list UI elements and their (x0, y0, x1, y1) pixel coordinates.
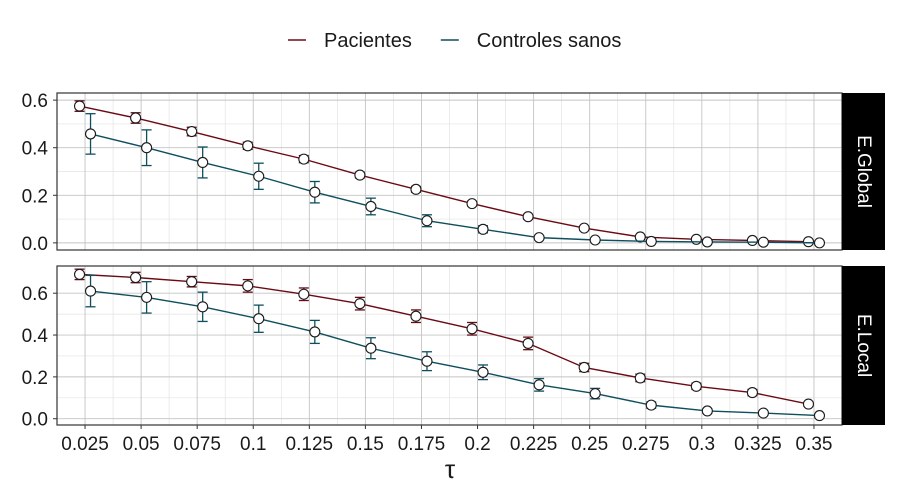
data-point (701, 405, 713, 417)
legend: Pacientes Controles sanos (288, 30, 621, 52)
facet-strip (842, 93, 885, 250)
y-tick-label: 0.0 (22, 410, 48, 431)
y-tick-label: 0.0 (22, 234, 48, 255)
series-line (79, 273, 809, 405)
data-point (242, 280, 254, 292)
x-tick-label: 0.325 (734, 434, 782, 455)
data-point (73, 100, 86, 112)
data-point (533, 232, 545, 244)
data-point (365, 200, 377, 213)
panel-2: 0.0 0.2 0.4 0.6 E.Local (22, 265, 885, 431)
data-point (522, 337, 534, 349)
panel-1: 0.0 0.2 0.4 0.6 E.Global (22, 91, 885, 255)
data-point (354, 298, 366, 310)
y-tick-label: 0.4 (22, 139, 49, 160)
x-tick-label: 0.05 (123, 434, 160, 455)
data-point (813, 410, 826, 422)
data-point (309, 326, 321, 338)
y-tick-label: 0.2 (22, 186, 48, 207)
data-point (197, 156, 209, 169)
data-point (354, 169, 366, 181)
data-point (253, 170, 265, 182)
series-controles-sanos (84, 274, 826, 422)
data-point (73, 268, 86, 280)
x-tick-label: 0.075 (173, 434, 221, 455)
data-point (466, 198, 478, 210)
x-tick-label: 0.2 (464, 434, 490, 455)
data-point (130, 271, 142, 284)
data-point (578, 361, 590, 374)
y-tick-label: 0.6 (22, 91, 48, 112)
x-tick-label: 0.225 (510, 434, 558, 455)
data-point (421, 355, 433, 367)
x-tick-label: 0.275 (622, 434, 670, 455)
data-point (84, 128, 97, 140)
x-axis: 0.025 0.05 0.075 0.1 0.125 0.15 0.175 0.2 0.225 0… (61, 425, 832, 455)
data-point (253, 313, 265, 325)
legend-label-2: Controles sanos (477, 30, 622, 52)
data-point (533, 379, 545, 391)
x-tick-label: 0.35 (795, 434, 832, 455)
series-controles-sanos (84, 113, 826, 249)
x-tick-label: 0.125 (286, 434, 334, 455)
data-point (589, 388, 601, 400)
series-pacientes (73, 100, 815, 248)
data-point (746, 234, 758, 247)
series-line (90, 133, 820, 244)
x-tick-label: 0.025 (61, 434, 109, 455)
series-line (90, 290, 820, 417)
y-tick-label: 0.6 (22, 284, 48, 305)
data-point (242, 140, 254, 152)
data-point (589, 234, 601, 246)
data-point (690, 233, 702, 245)
data-point (477, 223, 489, 235)
data-point (522, 211, 534, 223)
x-tick-label: 0.25 (571, 434, 608, 455)
x-tick-label: 0.1 (240, 434, 266, 455)
data-point (410, 310, 422, 322)
data-point (365, 342, 377, 354)
x-tick-label: 0.15 (347, 434, 384, 455)
data-point (746, 387, 758, 399)
data-point (802, 398, 815, 410)
data-point (298, 288, 310, 300)
data-point (813, 237, 826, 249)
data-point (477, 366, 489, 378)
data-point (645, 235, 657, 247)
data-point (578, 222, 590, 234)
data-point (186, 125, 198, 138)
data-point (690, 380, 702, 392)
chart-panels: 0.0 0.2 0.4 0.6 E.Global 0.0 0.2 0.4 0.6 E.Local (22, 91, 885, 431)
data-point (634, 372, 646, 384)
x-tick-label: 0.175 (398, 434, 446, 455)
data-point (197, 301, 209, 313)
data-point (802, 236, 815, 248)
facet-strip-label: E.Local (853, 314, 874, 377)
series-line (79, 105, 809, 243)
data-point (757, 236, 769, 248)
data-point (298, 153, 310, 165)
x-tick-label: 0.3 (689, 434, 715, 455)
data-point (757, 407, 769, 419)
data-point (645, 399, 657, 411)
facet-strip-label: E.Global (853, 135, 874, 208)
data-point (186, 276, 198, 288)
legend-label-1: Pacientes (324, 30, 412, 52)
y-tick-label: 0.2 (22, 368, 48, 389)
data-point (421, 215, 433, 227)
x-axis-title: τ (445, 454, 456, 484)
data-point (141, 291, 153, 303)
data-point (130, 112, 142, 124)
data-point (634, 231, 646, 243)
data-point (466, 323, 478, 335)
facet-strip (842, 266, 885, 425)
y-tick-label: 0.4 (22, 326, 49, 347)
data-point (84, 285, 97, 297)
series-pacientes (73, 268, 815, 410)
data-point (309, 186, 321, 198)
data-point (141, 142, 153, 154)
data-point (701, 236, 713, 248)
data-point (410, 183, 422, 195)
